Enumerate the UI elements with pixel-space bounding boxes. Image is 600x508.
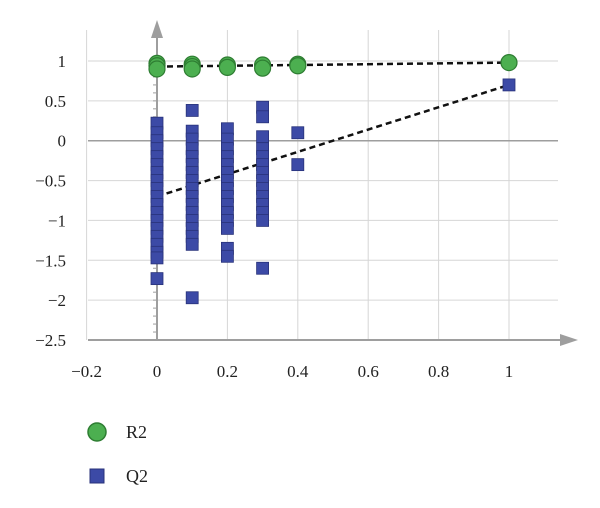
legend-item-q2: Q2 <box>89 466 148 486</box>
y-tick-label: −1.5 <box>35 251 66 270</box>
x-tick-label: 0.6 <box>358 362 379 381</box>
legend-r2-marker <box>87 422 107 442</box>
data-points <box>148 53 518 305</box>
legend-item-r2: R2 <box>87 422 147 442</box>
point-q2 <box>220 249 234 263</box>
y-axis-arrow <box>151 20 163 38</box>
y-tick-label: 1 <box>58 52 67 71</box>
point-q2 <box>502 78 516 92</box>
y-tick-label: −0.5 <box>35 172 66 191</box>
point-r2 <box>183 60 201 78</box>
x-tick-label: 0.2 <box>217 362 238 381</box>
x-axis-arrow <box>560 334 578 346</box>
y-tick-label: 0 <box>58 132 67 151</box>
tick-labels: 1 0.5 0 −0.5 −1 −1.5 −2 −2.5 −0.2 0 0.2 0.4 0.6 0.8 1 <box>35 52 513 381</box>
point-q2 <box>291 126 305 140</box>
point-q2 <box>220 221 234 235</box>
point-q2 <box>256 110 270 124</box>
point-q2 <box>256 261 270 275</box>
x-tick-label: 0.4 <box>287 362 309 381</box>
y-tick-label: −2.5 <box>35 331 66 350</box>
x-tick-label: 0.8 <box>428 362 449 381</box>
trend-line-q2 <box>156 83 510 198</box>
point-r2 <box>148 60 166 78</box>
point-r2 <box>289 57 307 75</box>
point-q2 <box>185 237 199 251</box>
legend: R2 Q2 <box>87 422 148 486</box>
trend-lines <box>156 61 510 198</box>
point-r2 <box>500 53 518 72</box>
point-q2 <box>185 291 199 305</box>
y-tick-label: 0.5 <box>45 92 66 111</box>
point-q2 <box>150 251 164 265</box>
y-tick-label: −2 <box>48 291 66 310</box>
x-tick-label: −0.2 <box>71 362 102 381</box>
y-tick-label: −1 <box>48 211 66 230</box>
grid-lines <box>86 30 558 341</box>
trend-line-r2 <box>156 61 510 68</box>
point-q2 <box>291 158 305 172</box>
legend-r2-label: R2 <box>126 422 147 442</box>
point-r2 <box>254 59 272 77</box>
x-tick-label: 0 <box>153 362 162 381</box>
point-r2 <box>218 58 236 76</box>
point-q2 <box>256 130 270 144</box>
legend-q2-label: Q2 <box>126 466 148 486</box>
point-q2 <box>150 272 164 286</box>
point-q2 <box>256 214 270 227</box>
x-tick-label: 1 <box>505 362 514 381</box>
legend-q2-marker <box>89 468 105 484</box>
point-q2 <box>185 104 199 117</box>
